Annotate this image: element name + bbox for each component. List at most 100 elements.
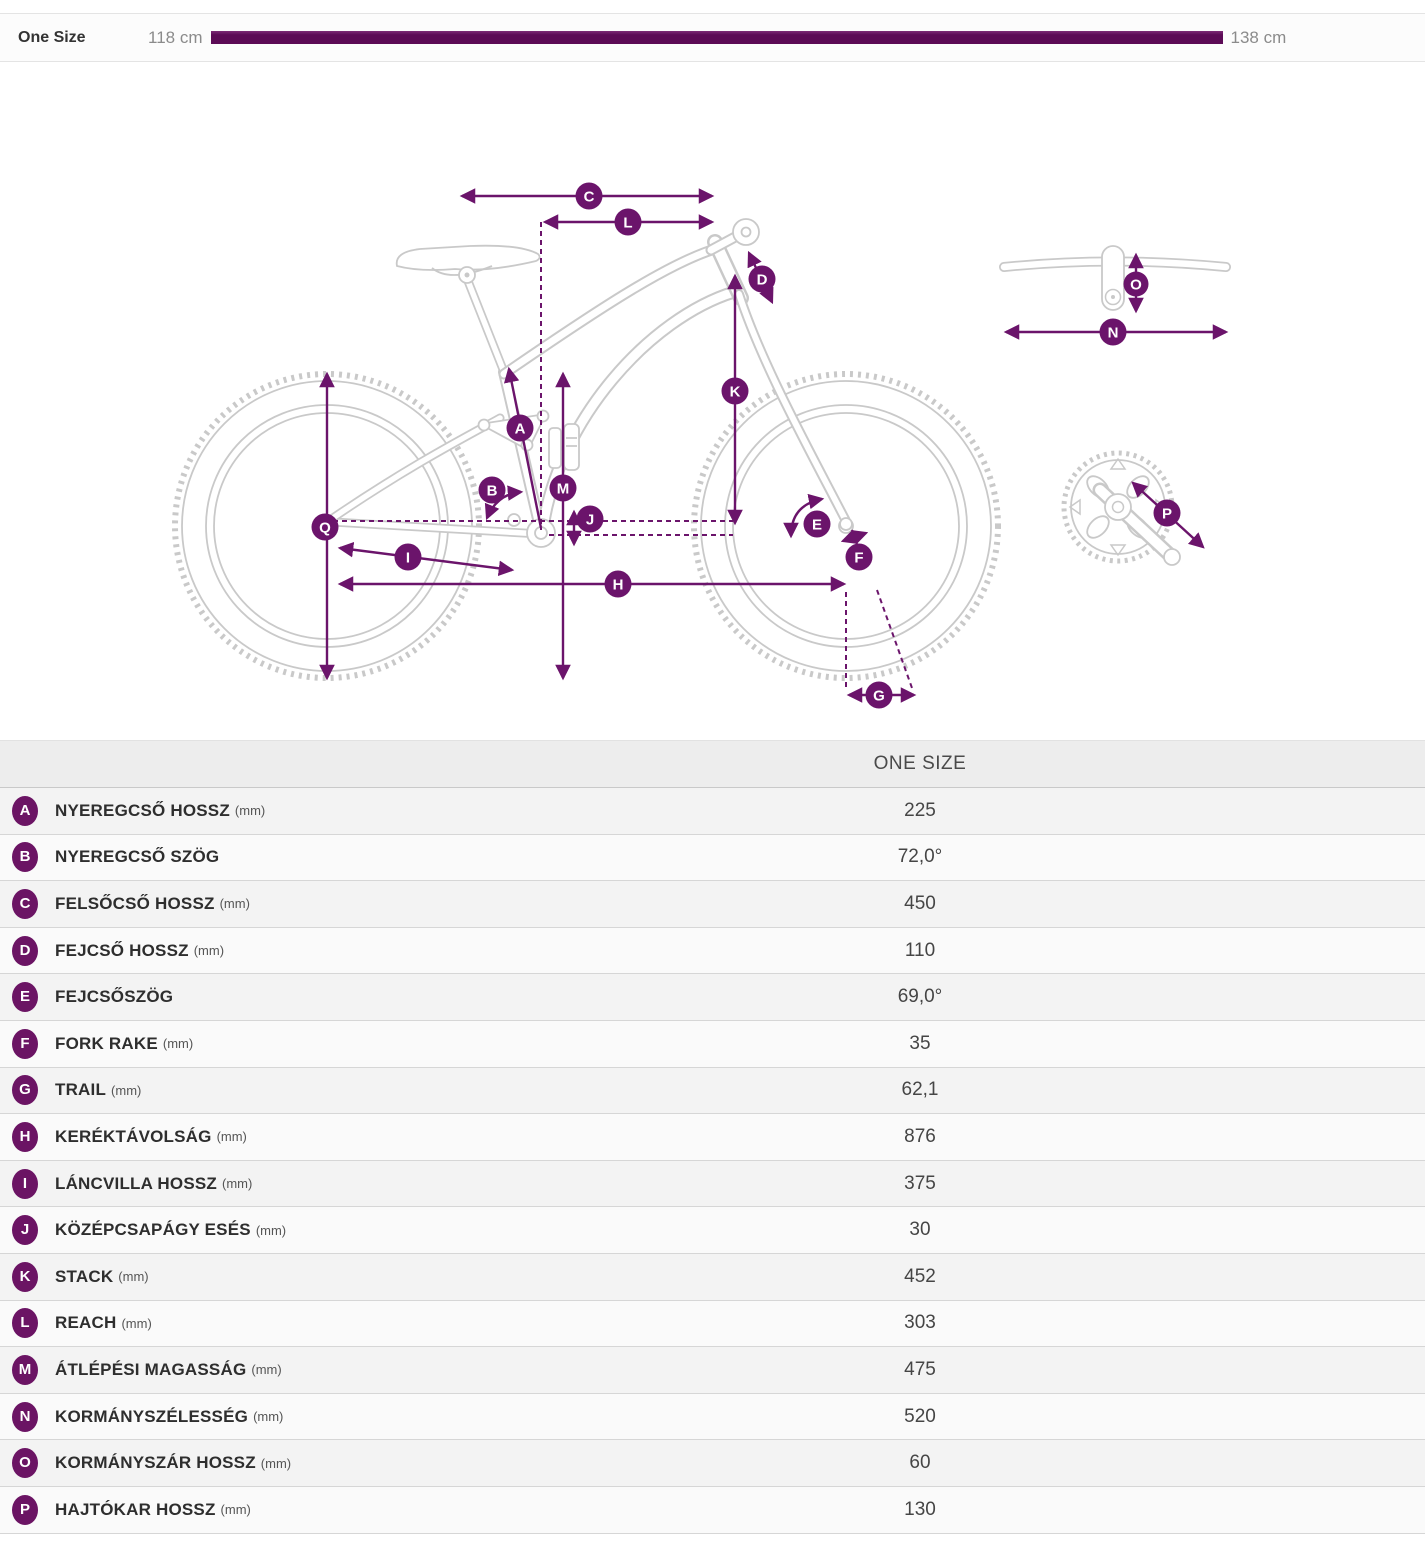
row-label-cell: H KERÉKTÁVOLSÁG (mm) — [0, 1121, 415, 1152]
letter-badge-c: C — [12, 888, 38, 919]
row-label: KERÉKTÁVOLSÁG — [55, 1126, 212, 1146]
row-label: KÖZÉPCSAPÁGY ESÉS — [55, 1220, 251, 1240]
row-i: I LÁNCVILLA HOSSZ (mm) 375 — [0, 1160, 1425, 1208]
row-value: 130 — [904, 1498, 936, 1520]
row-label: FEJCSŐ HOSSZ — [55, 940, 189, 960]
row-k: K STACK (mm) 452 — [0, 1253, 1425, 1301]
diagram-label-p: P — [1162, 506, 1172, 523]
row-label-cell: G TRAIL (mm) — [0, 1075, 415, 1106]
diagram-label-b: B — [487, 483, 498, 500]
letter-badge-j: J — [12, 1215, 38, 1246]
row-value: 450 — [904, 892, 936, 914]
row-value: 35 — [909, 1032, 931, 1054]
row-value: 876 — [904, 1125, 936, 1147]
diagram-label-a: A — [515, 421, 526, 438]
diagram-label-j: J — [586, 512, 594, 529]
row-label: TRAIL — [55, 1080, 107, 1100]
row-label: HAJTÓKAR HOSSZ — [55, 1499, 216, 1519]
row-g: G TRAIL (mm) 62,1 — [0, 1067, 1425, 1115]
row-value: 303 — [904, 1312, 936, 1334]
size-name: One Size — [18, 28, 86, 46]
row-n: N KORMÁNYSZÉLESSÉG (mm) 520 — [0, 1393, 1425, 1441]
row-label-cell: N KORMÁNYSZÉLESSÉG (mm) — [0, 1401, 415, 1432]
diagram-label-n: N — [1108, 325, 1119, 342]
row-unit: (mm) — [221, 1176, 253, 1192]
row-unit: (mm) — [219, 896, 250, 912]
row-a: A NYEREGCSŐ HOSSZ (mm) 225 — [0, 788, 1425, 835]
row-label-cell: I LÁNCVILLA HOSSZ (mm) — [0, 1168, 415, 1199]
row-unit: (mm) — [111, 1082, 142, 1098]
row-c: C FELSŐCSŐ HOSSZ (mm) 450 — [0, 881, 1425, 928]
diagram-label-m: M — [557, 481, 570, 498]
size-column-header: ONE SIZE — [873, 753, 967, 774]
row-j: J KÖZÉPCSAPÁGY ESÉS (mm) 30 — [0, 1207, 1425, 1254]
row-label: FELSŐCSŐ HOSSZ — [55, 893, 215, 913]
letter-badge-k: K — [12, 1261, 38, 1292]
row-value: 225 — [904, 799, 936, 821]
diagram-label-i: I — [406, 550, 410, 567]
row-d: D FEJCSŐ HOSSZ (mm) 110 — [0, 927, 1425, 975]
row-label-cell: E FEJCSŐSZÖG — [0, 982, 415, 1013]
size-min-value: 118 cm — [148, 27, 203, 47]
geometry-table-header: ONE SIZE — [0, 741, 1425, 788]
row-label-cell: B NYEREGCSŐ SZÖG — [0, 842, 415, 873]
row-label-cell: P HAJTÓKAR HOSSZ (mm) — [0, 1494, 415, 1525]
row-value: 72,0° — [897, 846, 943, 868]
geometry-table: ONE SIZE A NYEREGCSŐ HOSSZ (mm) 225 B NY… — [0, 740, 1425, 1534]
row-label-cell: D FEJCSŐ HOSSZ (mm) — [0, 935, 415, 966]
row-value: 375 — [904, 1172, 936, 1194]
letter-badge-n: N — [12, 1401, 38, 1432]
row-value: 520 — [904, 1405, 936, 1427]
bike-geometry-svg: A B C D E F G H I J K L M N O P Q — [172, 182, 1231, 709]
letter-badge-b: B — [12, 842, 38, 873]
row-label: KORMÁNYSZÉLESSÉG — [55, 1406, 249, 1426]
row-value: 69,0° — [897, 986, 943, 1008]
letter-badge-a: A — [12, 795, 38, 826]
bike-geometry-diagram: A B C D E F G H I J K L M N O P Q — [0, 62, 1425, 740]
row-unit: (mm) — [216, 1129, 247, 1145]
row-unit: (mm) — [260, 1455, 292, 1471]
row-unit: (mm) — [193, 943, 225, 959]
letter-badge-p: P — [12, 1494, 38, 1525]
row-label-cell: L REACH (mm) — [0, 1308, 415, 1339]
row-b: B NYEREGCSŐ SZÖG 72,0° — [0, 834, 1425, 882]
row-m: M ÁTLÉPÉSI MAGASSÁG (mm) 475 — [0, 1347, 1425, 1394]
diagram-label-q: Q — [319, 520, 331, 537]
row-unit: (mm) — [255, 1222, 287, 1238]
row-unit: (mm) — [220, 1502, 251, 1518]
letter-badge-o: O — [12, 1448, 38, 1479]
bottom-bracket — [526, 517, 853, 548]
row-label: ÁTLÉPÉSI MAGASSÁG — [55, 1359, 247, 1379]
handlebar-top-view — [999, 245, 1231, 311]
row-label-cell: C FELSŐCSŐ HOSSZ (mm) — [0, 888, 415, 919]
row-label: STACK — [55, 1266, 114, 1286]
row-p: P HAJTÓKAR HOSSZ (mm) 130 — [0, 1486, 1425, 1534]
letter-badge-d: D — [12, 935, 38, 966]
diagram-label-f: F — [854, 550, 863, 567]
row-label-cell: A NYEREGCSŐ HOSSZ (mm) — [0, 795, 415, 826]
diagram-label-h: H — [613, 577, 624, 594]
letter-badge-m: M — [12, 1354, 38, 1385]
size-range-bar: One Size 118 cm 138 cm — [0, 13, 1425, 62]
diagram-label-k: K — [730, 384, 741, 401]
row-unit: (mm) — [162, 1036, 194, 1052]
diagram-letter-bubbles: A B C D E F G H I J K L M N O P Q — [311, 182, 1181, 709]
row-unit: (mm) — [251, 1362, 282, 1378]
row-unit: (mm) — [121, 1315, 152, 1331]
row-label-cell: O KORMÁNYSZÁR HOSSZ (mm) — [0, 1448, 415, 1479]
row-label-cell: F FORK RAKE (mm) — [0, 1028, 415, 1059]
row-value: 62,1 — [901, 1079, 939, 1101]
row-o: O KORMÁNYSZÁR HOSSZ (mm) 60 — [0, 1440, 1425, 1487]
size-max-value: 138 cm — [1230, 27, 1287, 47]
row-label: REACH — [55, 1313, 117, 1333]
row-f: F FORK RAKE (mm) 35 — [0, 1020, 1425, 1068]
diagram-label-e: E — [812, 517, 822, 534]
row-value: 452 — [904, 1265, 936, 1287]
letter-badge-g: G — [12, 1075, 38, 1106]
row-label: FORK RAKE — [55, 1033, 158, 1053]
row-label-cell: K STACK (mm) — [0, 1261, 415, 1292]
diagram-label-c: C — [584, 189, 595, 206]
row-label-cell: J KÖZÉPCSAPÁGY ESÉS (mm) — [0, 1215, 415, 1246]
row-value: 110 — [904, 939, 936, 961]
handlebar-grip — [732, 218, 760, 246]
